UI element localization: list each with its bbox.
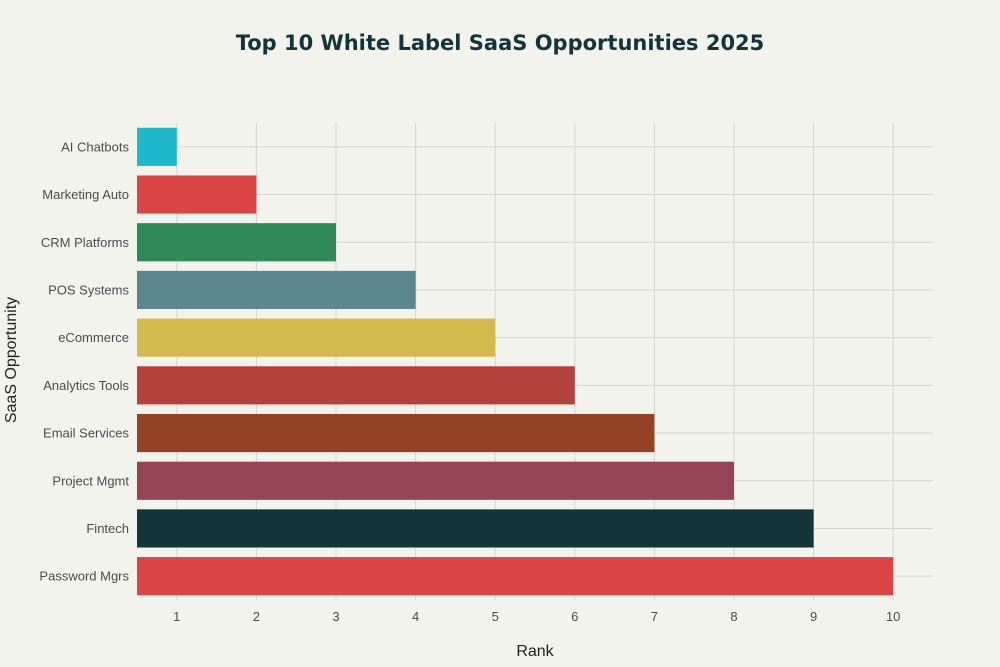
bar-project-mgmt [137,461,734,500]
bar-analytics-tools [137,366,575,405]
bar-crm-platforms [137,223,336,262]
x-axis-title: Rank [516,643,554,660]
bar-marketing-auto [137,175,257,214]
x-tick-label: 2 [253,609,260,624]
x-tick-label: 6 [571,609,578,624]
x-tick-label: 10 [886,609,900,624]
x-tick-labels: 1 2 3 4 5 6 7 8 9 10 [173,609,900,624]
x-tick-label: 4 [412,609,419,624]
category-label: Password Mgrs [39,569,129,584]
category-label: Fintech [86,521,129,536]
x-tick-label: 8 [730,609,737,624]
category-label: Analytics Tools [43,378,129,393]
category-label: Email Services [43,426,129,441]
x-tick-label: 7 [651,609,658,624]
bars [137,127,894,596]
category-label: CRM Platforms [41,235,130,250]
bar-ecommerce [137,318,496,357]
x-tick-label: 9 [810,609,817,624]
x-tick-label: 1 [173,609,180,624]
x-tick-label: 3 [332,609,339,624]
category-label: eCommerce [58,330,129,345]
category-label: Marketing Auto [42,187,129,202]
bar-pos-systems [137,270,416,310]
bar-fintech [137,509,814,548]
category-label: Project Mgmt [52,473,129,488]
category-label: POS Systems [48,282,129,297]
category-labels: AI Chatbots Marketing Auto CRM Platforms PO… [39,139,129,583]
bar-password-mgrs [137,557,894,596]
x-tick-label: 5 [492,609,499,624]
category-label: AI Chatbots [61,139,129,154]
bar-email-services [137,413,655,453]
y-axis-title: SaaS Opportunity [3,297,20,423]
bar-ai-chatbots [137,127,177,166]
chart-title: Top 10 White Label SaaS Opportunities 20… [236,31,765,55]
